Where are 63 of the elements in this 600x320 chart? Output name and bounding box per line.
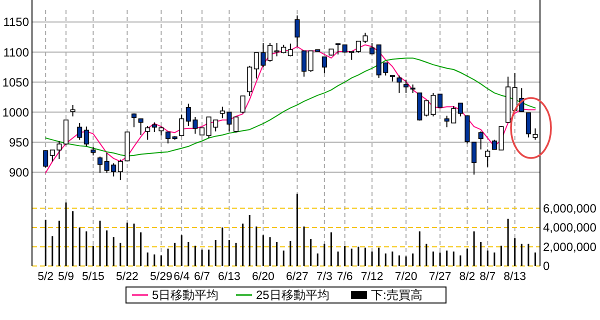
y2-tick-label: 0 <box>543 259 550 274</box>
candlestick <box>322 56 327 74</box>
line-series <box>45 44 536 174</box>
candlestick <box>472 142 477 176</box>
line-series <box>45 58 536 157</box>
candlestick <box>84 126 89 147</box>
y2-tick-label: 2,000,000 <box>543 240 597 254</box>
x-tick-label: 7/3 <box>316 271 332 283</box>
x-tick-label: 8/13 <box>504 271 526 283</box>
candlestick <box>138 118 144 136</box>
candlestick <box>43 150 48 168</box>
x-tick-label: 5/29 <box>150 271 172 283</box>
x-tick-label: 6/7 <box>194 271 210 283</box>
candlestick <box>77 122 82 140</box>
candlestick <box>532 128 538 140</box>
legend-label: 5日移動平均 <box>152 288 219 302</box>
candlestick <box>370 42 375 55</box>
x-tick-label: 8/7 <box>480 271 496 283</box>
x-tick-label: 6/4 <box>174 271 190 283</box>
candlestick <box>268 42 273 62</box>
candlestick <box>234 116 239 134</box>
x-tick-label: 7/6 <box>336 271 353 283</box>
candlestick <box>132 112 137 128</box>
candlestick <box>70 104 76 117</box>
candlestick <box>396 75 402 94</box>
candlestick <box>302 50 307 78</box>
x-tick-label: 7/12 <box>360 271 384 283</box>
candlestick <box>166 131 171 144</box>
candlestick <box>97 156 103 174</box>
x-tick-label: 7/27 <box>428 271 452 283</box>
candlestick <box>152 122 157 132</box>
y-tick-label: 950 <box>8 135 30 150</box>
y-tick-label: 1150 <box>3 15 30 30</box>
candlestick <box>526 112 531 138</box>
x-tick-label: 6/13 <box>218 271 240 283</box>
x-tick-label: 7/20 <box>394 271 418 283</box>
y-tick-label: 1000 <box>2 105 30 120</box>
candlestick <box>240 95 246 114</box>
legend-label: 25日移動平均 <box>256 288 330 302</box>
x-tick-label: 5/15 <box>82 271 104 283</box>
y-tick-label: 1100 <box>3 45 30 60</box>
y-tick-label: 1050 <box>2 75 30 90</box>
y2-tick-label: 4,000,000 <box>543 220 597 235</box>
x-tick-label: 6/20 <box>252 271 274 283</box>
candlestick <box>158 126 164 136</box>
candlestick <box>145 125 150 140</box>
candlestick <box>458 102 463 117</box>
x-tick-label: 6/27 <box>286 271 308 283</box>
candlestick <box>294 14 300 48</box>
x-tick-label: 5/22 <box>116 271 138 283</box>
candlestick <box>485 148 490 168</box>
x-tick-label: 5/9 <box>58 271 74 283</box>
x-tick-label: 8/2 <box>459 271 476 283</box>
legend-label: 下:売買高 <box>371 288 422 302</box>
candlestick <box>404 79 409 94</box>
candlestick <box>179 114 184 137</box>
y-tick-label: 900 <box>8 165 30 180</box>
candlestick <box>288 43 293 57</box>
candlestick <box>118 159 123 181</box>
candlestick <box>438 94 443 108</box>
candlestick <box>478 130 484 150</box>
x-tick-label: 5/2 <box>38 271 54 283</box>
y2-tick-label: 6,000,000 <box>543 201 597 216</box>
